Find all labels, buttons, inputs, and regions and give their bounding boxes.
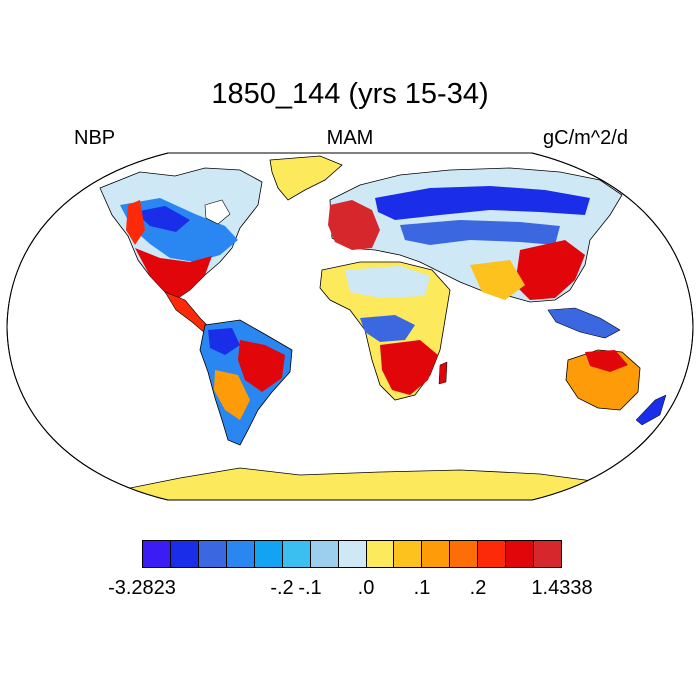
colorbar-cell — [478, 541, 507, 567]
north-america-west-red — [126, 200, 145, 245]
south-america-red — [238, 340, 285, 392]
colorbar-cell — [226, 541, 255, 567]
colorbar-cell — [450, 541, 479, 567]
map-title: 1850_144 (yrs 15-34) — [211, 78, 489, 110]
southeast-asia-islands — [547, 307, 621, 339]
colorbar — [142, 540, 562, 568]
colorbar-cell — [534, 541, 562, 567]
southern-africa-red — [380, 340, 438, 395]
colorbar-cell — [198, 541, 227, 567]
colorbar-cell — [422, 541, 451, 567]
central-africa-blue — [360, 315, 415, 342]
south-america-blue — [208, 328, 240, 355]
colorbar-tick-label: -.2 — [270, 577, 294, 599]
variable-label: NBP — [74, 127, 116, 149]
antarctica — [119, 467, 641, 500]
colorbar-cell — [506, 541, 535, 567]
colorbar-tick-label: -.1 — [298, 577, 322, 599]
season-label: MAM — [326, 127, 374, 149]
siberia-blue — [375, 186, 590, 220]
colorbar-cell — [310, 541, 339, 567]
central-asia-blue — [400, 220, 560, 245]
colorbar-cell — [170, 541, 199, 567]
greenland — [269, 155, 343, 201]
south-america-orange — [214, 370, 250, 420]
colorbar-cell — [366, 541, 395, 567]
south-asia-orange — [470, 260, 525, 300]
europe-red — [328, 200, 380, 250]
colorbar-tick-label: .1 — [413, 577, 431, 599]
colorbar-cell — [338, 541, 367, 567]
units-label: gC/m^2/d — [543, 127, 628, 149]
north-america-deep — [135, 206, 190, 232]
hudson-bay — [204, 199, 231, 225]
colorbar-tick-label: -3.2823 — [108, 577, 176, 599]
new-zealand — [635, 394, 667, 426]
sahara-light — [345, 266, 430, 298]
colorbar-cell — [143, 541, 171, 567]
north-america-red — [135, 248, 212, 298]
madagascar — [438, 361, 448, 385]
colorbar-cell — [282, 541, 311, 567]
colorbar-tick-label: 1.4338 — [531, 577, 593, 599]
colorbar-cell — [394, 541, 423, 567]
colorbar-tick-label: .2 — [469, 577, 487, 599]
colorbar-cell — [254, 541, 283, 567]
australia-north-red — [585, 350, 628, 372]
colorbar-tick-label: .0 — [357, 577, 375, 599]
east-asia-red — [515, 240, 585, 300]
